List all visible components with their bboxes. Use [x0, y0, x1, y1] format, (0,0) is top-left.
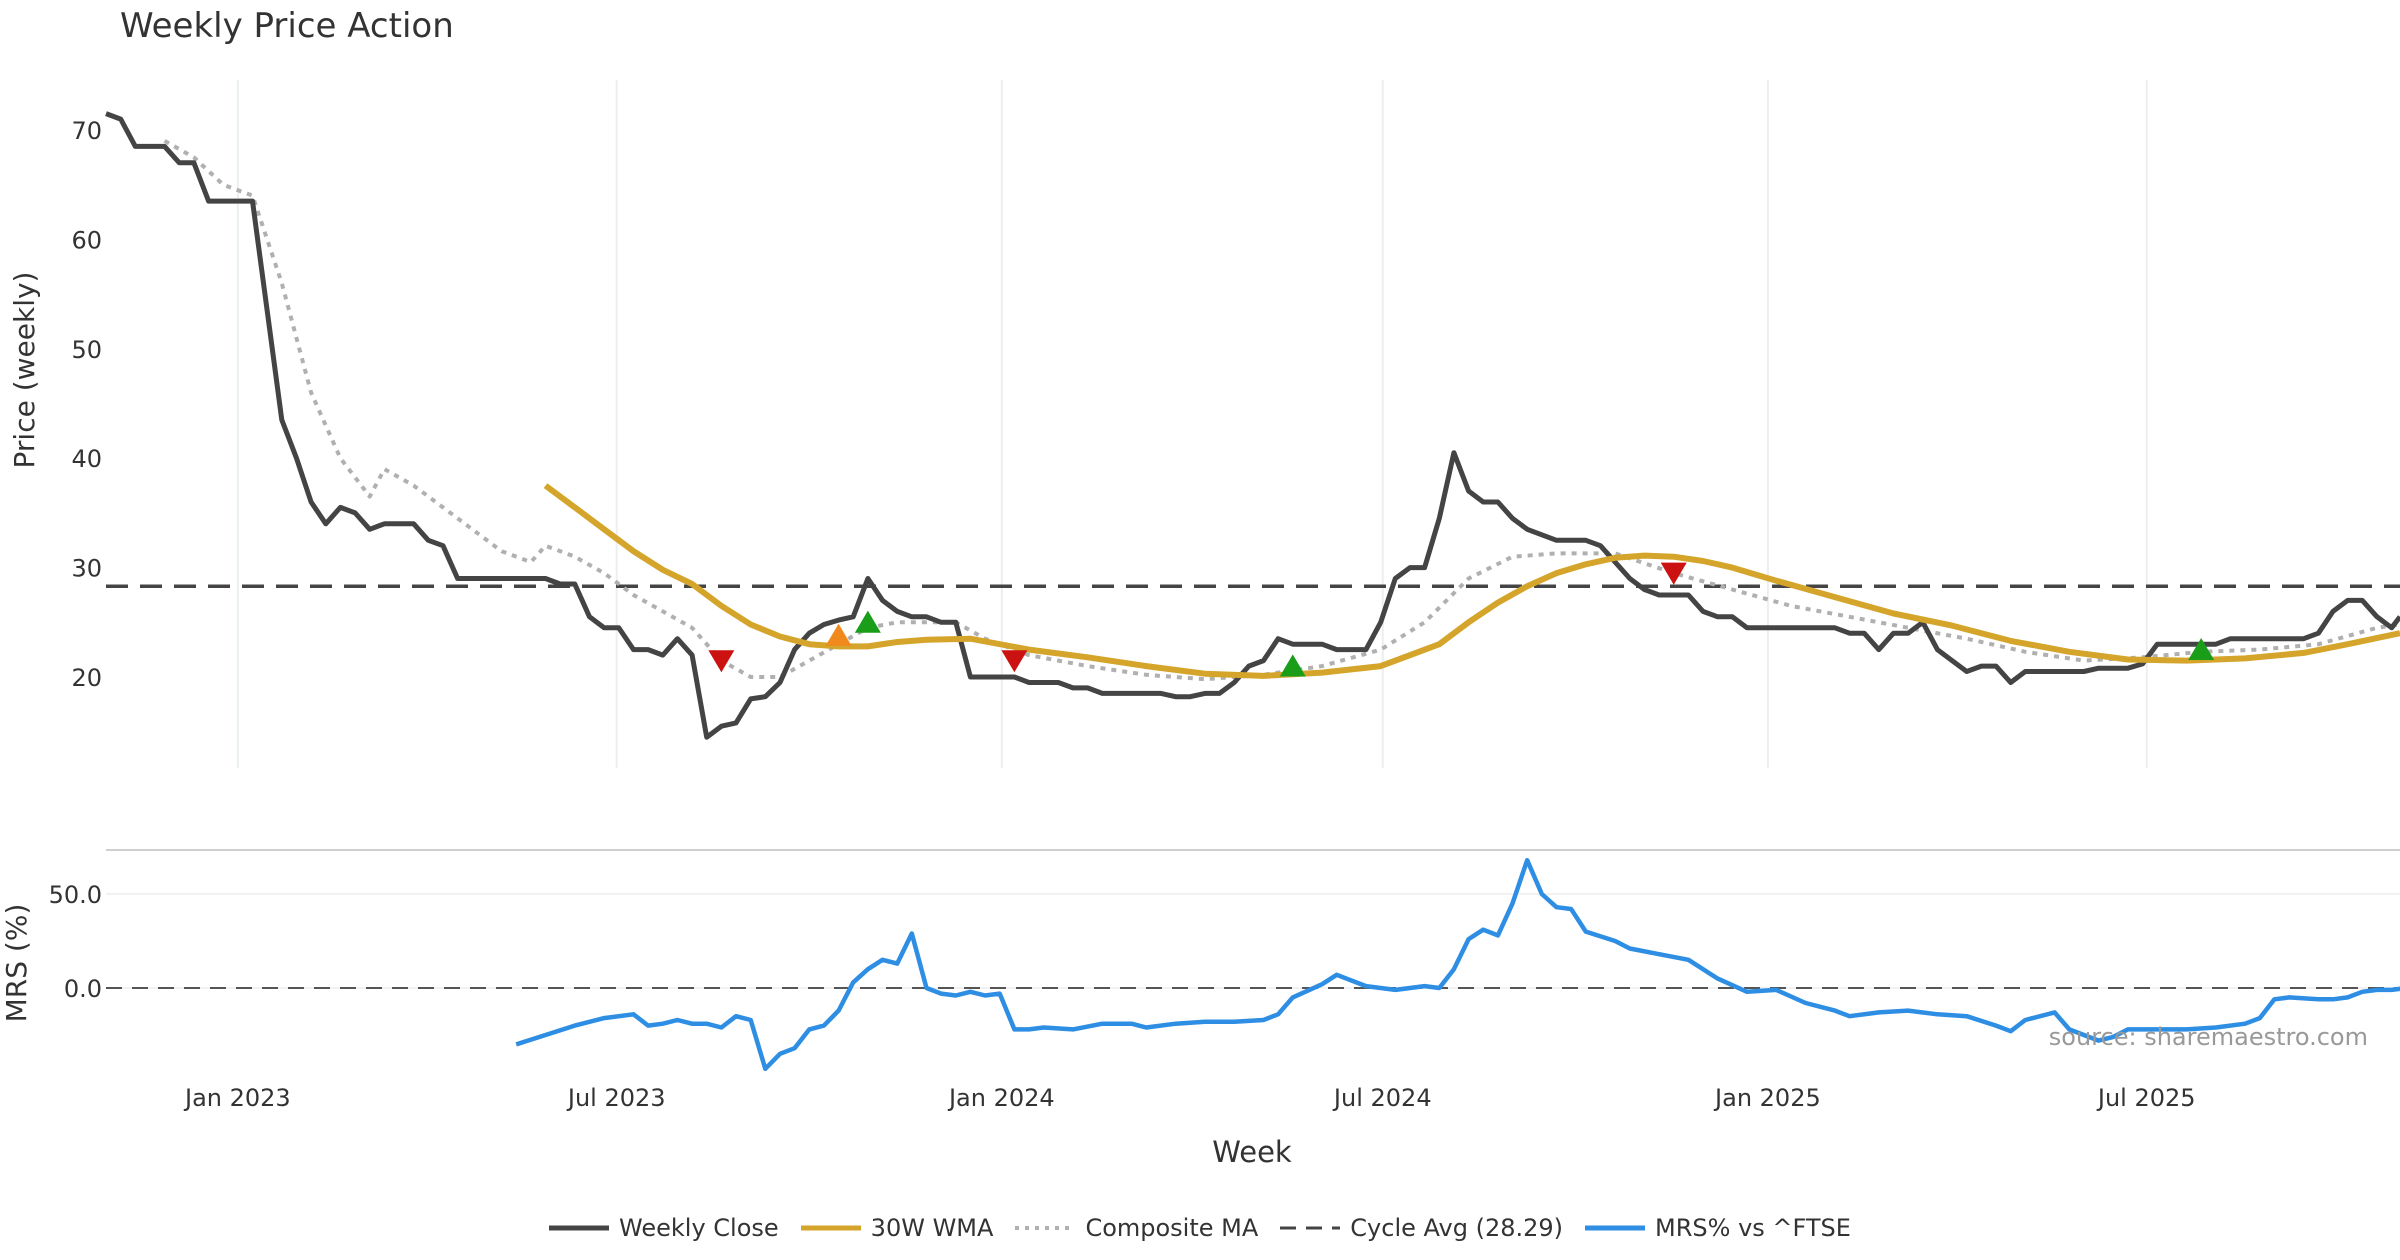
- legend-label-wma: 30W WMA: [870, 1214, 994, 1242]
- x-tick-label-3: Jul 2024: [1332, 1084, 1432, 1112]
- marker-buy-4: [1279, 654, 1306, 677]
- marker-sell-3: [1001, 650, 1028, 673]
- legend-item-close: Weekly Close: [549, 1214, 779, 1242]
- source-watermark: source: sharemaestro.com: [2049, 1023, 2368, 1051]
- chart-canvas: 20 30 40 50 60 70 0.0 50.0 Price (weekly) MRS (%)…: [0, 80, 2400, 1169]
- series-mrs: [515, 857, 2400, 1072]
- mrs-y-tick-label-1: 50.0: [49, 881, 102, 909]
- x-tick-label-0: Jan 2023: [183, 1084, 291, 1112]
- legend-label-close: Weekly Close: [619, 1214, 779, 1242]
- legend-swatch-composite: [1015, 1226, 1076, 1230]
- chart-title: Weekly Price Action: [120, 6, 454, 46]
- y-tick-label-50: 50: [71, 336, 102, 364]
- marker-buy-6: [2188, 637, 2215, 661]
- y-tick-label-60: 60: [71, 226, 102, 254]
- y-tick-label-40: 40: [71, 445, 102, 473]
- legend-item-wma: 30W WMA: [800, 1214, 994, 1242]
- y-tick-label-20: 20: [71, 664, 102, 692]
- legend-label-cycle: Cycle Avg (28.29): [1350, 1214, 1564, 1242]
- series-weekly-close: [105, 111, 2400, 740]
- x-tick-label-2: Jan 2024: [947, 1084, 1055, 1112]
- legend-swatch-close: [549, 1225, 610, 1231]
- y-tick-label-70: 70: [71, 117, 102, 145]
- marker-sell-5: [1660, 562, 1687, 585]
- legend-label-composite: Composite MA: [1085, 1214, 1259, 1242]
- legend-swatch-wma: [800, 1225, 861, 1231]
- series-30w-wma: [543, 483, 2400, 679]
- legend-swatch-mrs: [1585, 1225, 1646, 1231]
- x-tick-label-5: Jul 2025: [2096, 1084, 2196, 1112]
- legend-item-mrs: MRS% vs ^FTSE: [1585, 1214, 1851, 1242]
- series-composite-ma: [163, 139, 2400, 682]
- marker-alert-1: [825, 623, 852, 646]
- legend-item-composite: Composite MA: [1015, 1214, 1258, 1242]
- x-tick-label-4: Jan 2025: [1713, 1084, 1821, 1112]
- marker-buy-2: [854, 610, 881, 633]
- mrs-axis-label: MRS (%): [0, 904, 33, 1023]
- legend-item-cycle: Cycle Avg (28.29): [1280, 1214, 1563, 1242]
- mrs-y-tick-label-0: 0.0: [64, 975, 102, 1003]
- legend-swatch-cycle: [1280, 1226, 1341, 1230]
- legend-label-mrs: MRS% vs ^FTSE: [1655, 1214, 1851, 1242]
- y-tick-label-30: 30: [71, 555, 102, 583]
- x-tick-label-1: Jul 2023: [566, 1084, 666, 1112]
- marker-sell-0: [708, 650, 735, 673]
- x-axis-label: Week: [1212, 1135, 1292, 1169]
- legend: Weekly Close 30W WMA Composite MA Cycle …: [0, 1208, 2400, 1248]
- y-axis-label: Price (weekly): [8, 272, 41, 469]
